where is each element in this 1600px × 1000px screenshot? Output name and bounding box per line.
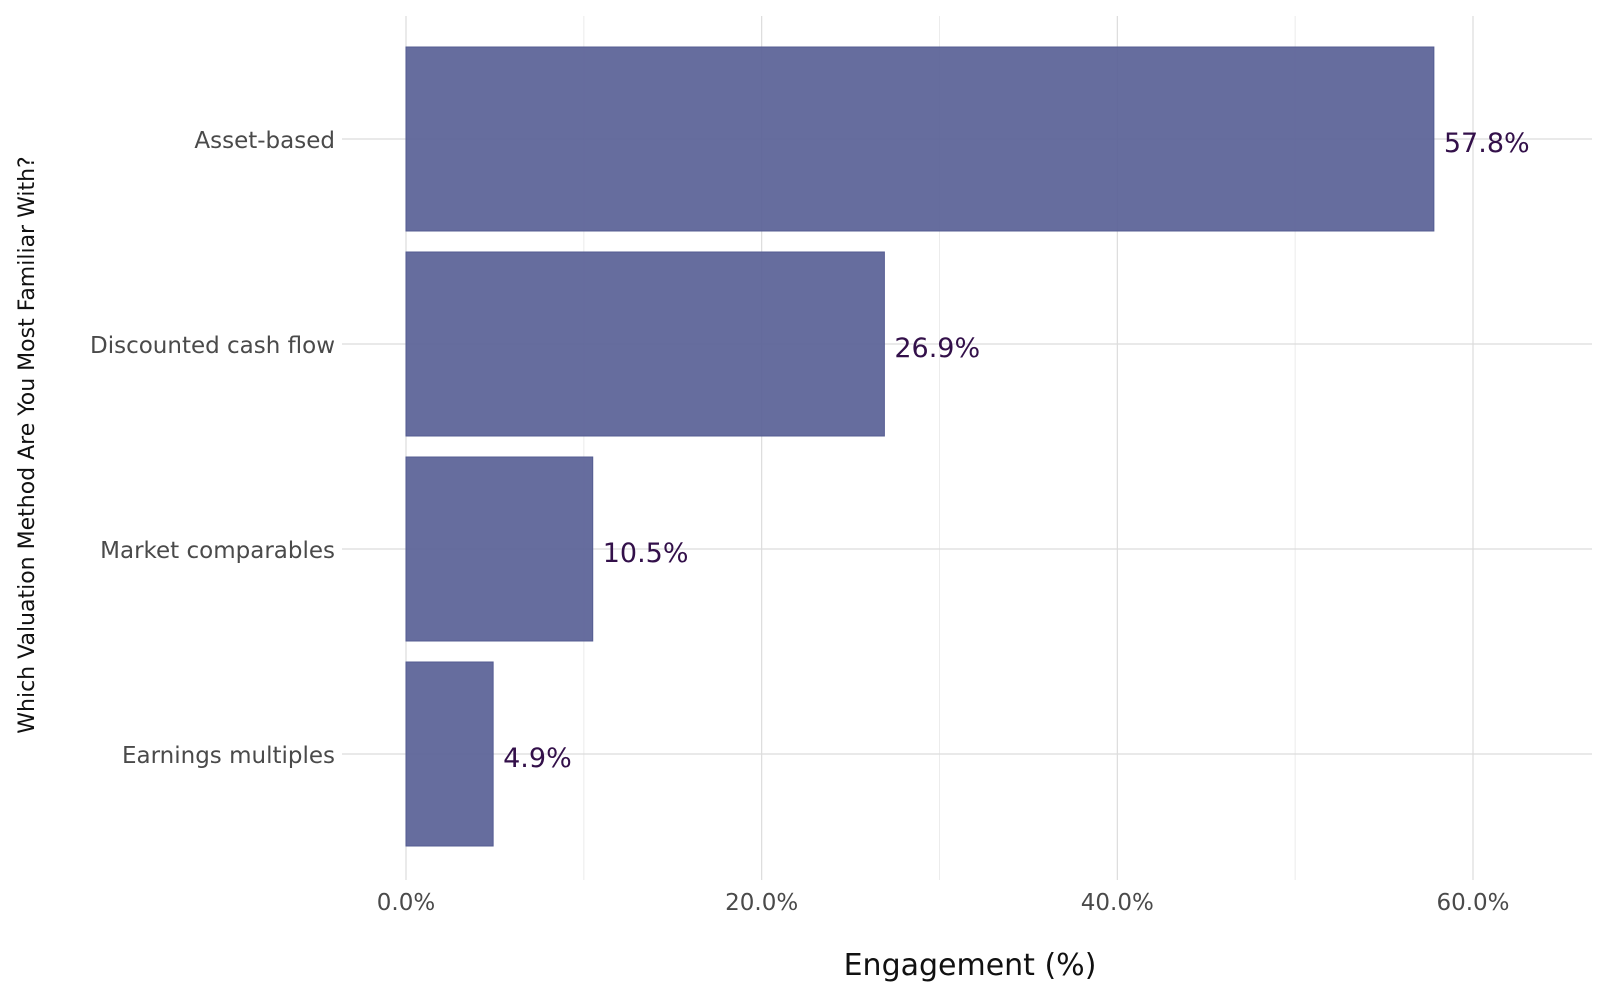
bar-asset-based	[405, 46, 1435, 232]
x-tick-label: 0.0%	[377, 890, 435, 916]
y-axis-title: Which Valuation Method Are You Most Fami…	[15, 156, 40, 733]
bars	[405, 46, 1435, 847]
bar-discounted-cash-flow	[405, 251, 885, 437]
data-labels: 57.8% 26.9% 10.5% 4.9%	[503, 128, 1530, 774]
data-label: 26.9%	[894, 333, 980, 364]
x-tick-label: 60.0%	[1436, 890, 1509, 916]
data-label: 57.8%	[1444, 128, 1530, 159]
data-label: 4.9%	[503, 743, 572, 774]
x-axis-ticks: 0.0% 20.0% 40.0% 60.0%	[377, 890, 1510, 916]
x-axis-title: Engagement (%)	[844, 948, 1097, 983]
bar-market-comparables	[405, 456, 594, 642]
data-label: 10.5%	[603, 538, 689, 569]
y-tick-label: Asset-based	[194, 128, 335, 154]
x-tick-label: 20.0%	[725, 890, 798, 916]
y-tick-label: Earnings multiples	[122, 743, 335, 769]
y-tick-label: Discounted cash flow	[90, 333, 335, 359]
y-tick-label: Market comparables	[100, 538, 335, 564]
x-tick-label: 40.0%	[1081, 890, 1154, 916]
bar-earnings-multiples	[405, 661, 494, 847]
y-axis-ticks: Asset-based Discounted cash flow Market co…	[90, 128, 335, 769]
